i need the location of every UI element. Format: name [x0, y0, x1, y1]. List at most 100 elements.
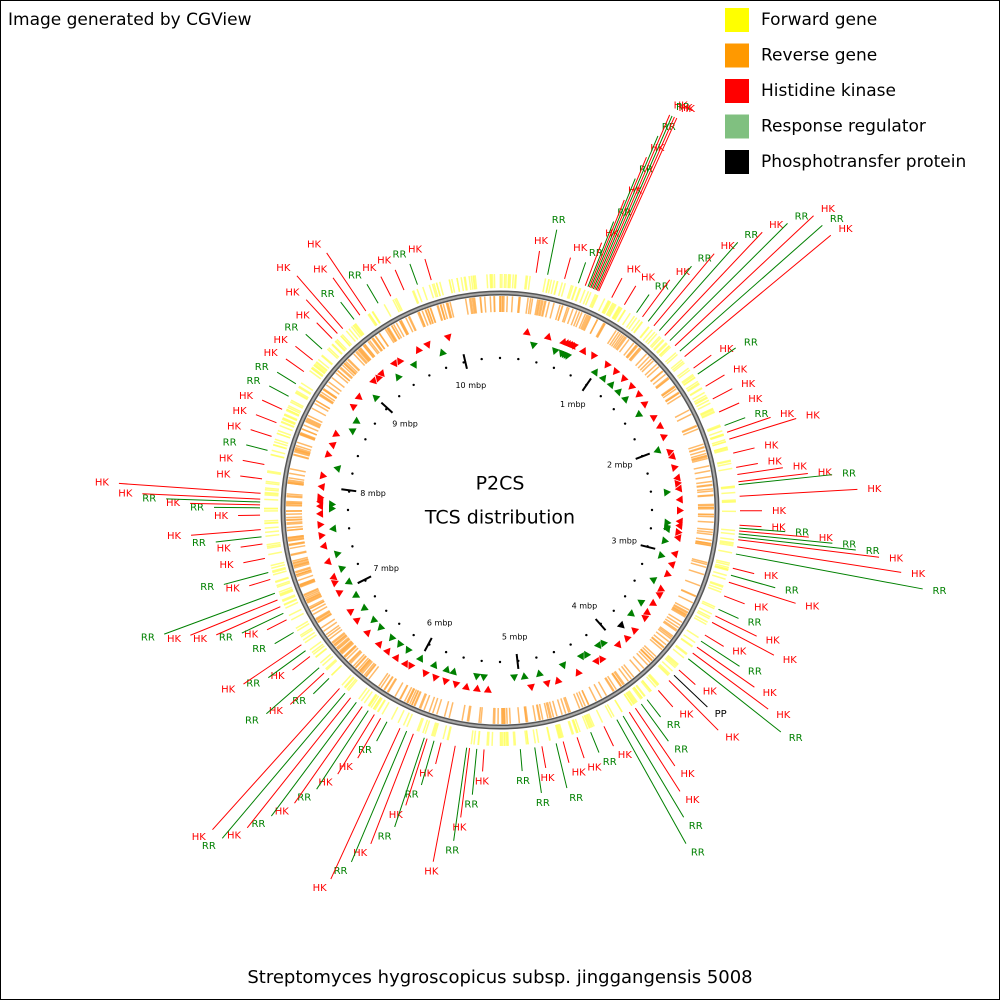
feature-label: HK: [318, 778, 333, 789]
feature-line: [611, 277, 623, 298]
reverse-gene: [307, 414, 323, 424]
feature-label: RR: [348, 271, 362, 282]
feature-line: [647, 265, 692, 322]
reverse-gene: [407, 316, 417, 332]
feature-marker: [317, 483, 326, 491]
feature-line: [269, 385, 289, 397]
reverse-gene: [626, 345, 639, 359]
minor-tick: [517, 659, 520, 663]
forward-gene: [700, 409, 714, 417]
feature-label: RR: [142, 494, 156, 505]
forward-gene: [326, 659, 338, 671]
feature-marker: [330, 580, 339, 588]
feature-line: [266, 667, 320, 715]
reverse-gene: [629, 347, 641, 361]
legend-label: Reverse gene: [761, 46, 877, 66]
feature-line: [274, 632, 294, 645]
reverse-gene: [293, 561, 310, 567]
feature-line: [634, 707, 676, 767]
feature-marker: [656, 421, 665, 429]
minor-tick: [599, 622, 602, 625]
forward-gene: [721, 500, 736, 503]
feature-line: [704, 634, 724, 647]
feature-marker: [674, 479, 682, 488]
reverse-gene: [311, 603, 326, 613]
feature-marker: [382, 647, 391, 656]
minor-tick: [444, 650, 448, 654]
reverse-gene: [424, 309, 432, 325]
forward-gene: [489, 274, 492, 289]
reverse-gene: [684, 579, 701, 587]
reverse-gene: [331, 631, 345, 644]
forward-gene: [273, 443, 287, 450]
forward-gene: [331, 664, 343, 676]
forward-gene: [714, 448, 729, 454]
reverse-gene: [364, 663, 377, 677]
reverse-gene: [544, 301, 551, 318]
feature-line: [285, 358, 305, 373]
feature-label: RR: [246, 679, 260, 690]
reverse-gene: [378, 672, 389, 687]
reverse-gene: [374, 335, 386, 350]
feature-label: HK: [805, 601, 820, 612]
feature-marker: [432, 673, 440, 682]
forward-gene: [648, 673, 660, 685]
forward-gene: [296, 622, 310, 632]
reverse-gene: [466, 705, 471, 722]
forward-gene: [648, 674, 659, 686]
reverse-gene: [527, 298, 532, 315]
reverse-gene: [691, 558, 708, 564]
feature-label: HK: [685, 795, 700, 806]
feature-line: [646, 699, 661, 718]
forward-gene: [264, 519, 279, 522]
feature-label: HK: [313, 265, 328, 276]
reverse-gene: [447, 302, 453, 319]
forward-gene: [664, 657, 676, 669]
reverse-gene: [549, 302, 555, 319]
feature-line: [261, 399, 283, 410]
reverse-gene: [658, 627, 673, 638]
forward-gene: [535, 728, 540, 743]
minor-tick: [480, 659, 483, 663]
reverse-gene: [660, 385, 675, 396]
forward-gene: [299, 627, 313, 637]
forward-gene: [265, 480, 280, 484]
reverse-gene: [697, 490, 714, 494]
feature-line: [376, 721, 388, 742]
minor-tick: [462, 361, 465, 364]
minor-tick: [351, 472, 354, 475]
reverse-gene: [655, 378, 670, 390]
forward-gene: [633, 321, 643, 334]
reverse-gene: [292, 558, 309, 564]
reverse-gene: [646, 366, 660, 378]
forward-gene: [718, 549, 733, 554]
reverse-gene: [362, 344, 374, 359]
reverse-gene: [671, 607, 687, 617]
reverse-gene: [640, 648, 653, 662]
feature-marker: [473, 672, 482, 681]
reverse-gene: [429, 307, 437, 324]
reverse-gene: [665, 392, 680, 403]
forward-gene: [276, 580, 290, 587]
reverse-gene: [652, 373, 666, 386]
reverse-gene: [359, 347, 372, 361]
forward-gene: [656, 343, 668, 354]
reverse-gene: [691, 457, 708, 464]
forward-gene: [698, 607, 713, 615]
minor-tick: [364, 438, 367, 441]
forward-gene: [716, 559, 731, 565]
feature-line: [547, 229, 558, 275]
feature-line: [715, 615, 757, 637]
forward-gene: [422, 719, 429, 734]
reverse-gene: [295, 569, 312, 576]
reverse-gene: [467, 705, 472, 722]
reverse-gene: [297, 574, 314, 582]
forward-gene: [287, 406, 301, 414]
feature-label: RR: [251, 819, 265, 830]
feature-line: [718, 402, 740, 413]
reverse-gene: [419, 693, 428, 709]
forward-gene: [368, 313, 378, 326]
forward-gene: [486, 731, 489, 746]
forward-gene: [264, 526, 279, 529]
reverse-gene: [672, 606, 687, 616]
